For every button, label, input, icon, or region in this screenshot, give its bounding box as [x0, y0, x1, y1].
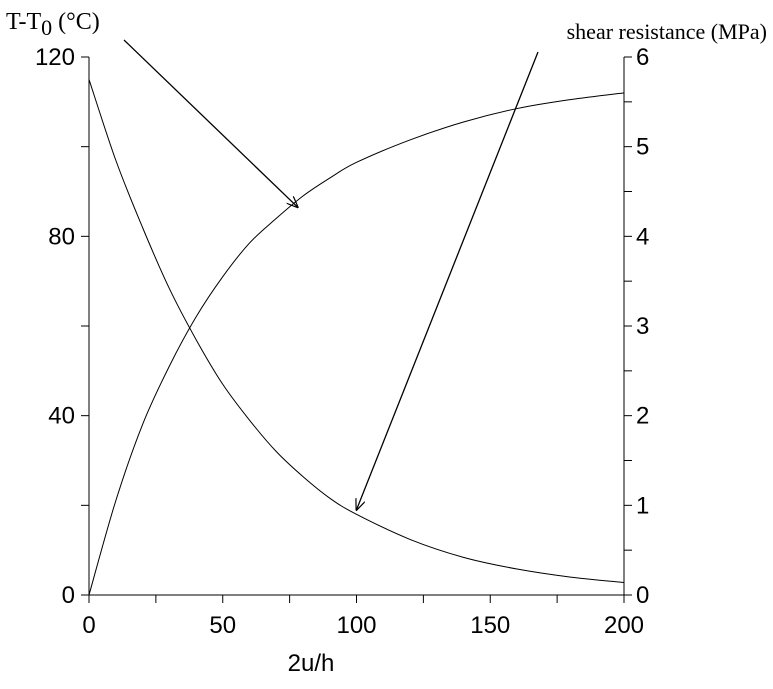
- y-right-tick-label: 0: [636, 582, 649, 609]
- tick-labels: 0 50 100 150 200 0 40 80 120 0 1 2 3 4 5 6: [35, 44, 649, 639]
- y-right-tick-label: 3: [636, 313, 649, 340]
- shear-resistance-arrow: [357, 51, 539, 510]
- y-left-tick-label: 80: [48, 223, 75, 250]
- series-layer: [88, 79, 625, 596]
- left-axis-title-main: T-T: [6, 9, 41, 35]
- y-left-tick-label: 0: [62, 582, 75, 609]
- y-right-tick-label: 6: [636, 44, 649, 71]
- y-right-tick-label: 4: [636, 223, 649, 250]
- x-tick-label: 150: [470, 612, 510, 639]
- shear-resistance-line: [88, 79, 625, 583]
- left-axis-title-unit: (°C): [52, 9, 100, 35]
- y-left-tick-label: 40: [48, 403, 75, 430]
- temperature-line: [88, 92, 625, 596]
- y-right-tick-label: 5: [636, 134, 649, 161]
- left-axis-title-subscript: 0: [41, 15, 52, 40]
- temperature-arrow: [123, 39, 298, 207]
- x-tick-label: 100: [336, 612, 376, 639]
- right-axis-title: shear resistance (MPa): [567, 19, 767, 44]
- left-axis-title: T-T0 (°C): [6, 9, 100, 40]
- y-right-tick-label: 2: [636, 403, 649, 430]
- x-tick-label: 50: [209, 612, 236, 639]
- y-left-tick-label: 120: [35, 44, 75, 71]
- annotation-layer: [123, 39, 539, 510]
- x-tick-label: 200: [604, 612, 644, 639]
- x-tick-label: 0: [82, 612, 95, 639]
- x-axis-title: 2u/h: [288, 650, 335, 677]
- axis-ticks: [81, 56, 632, 603]
- y-right-tick-label: 1: [636, 492, 649, 519]
